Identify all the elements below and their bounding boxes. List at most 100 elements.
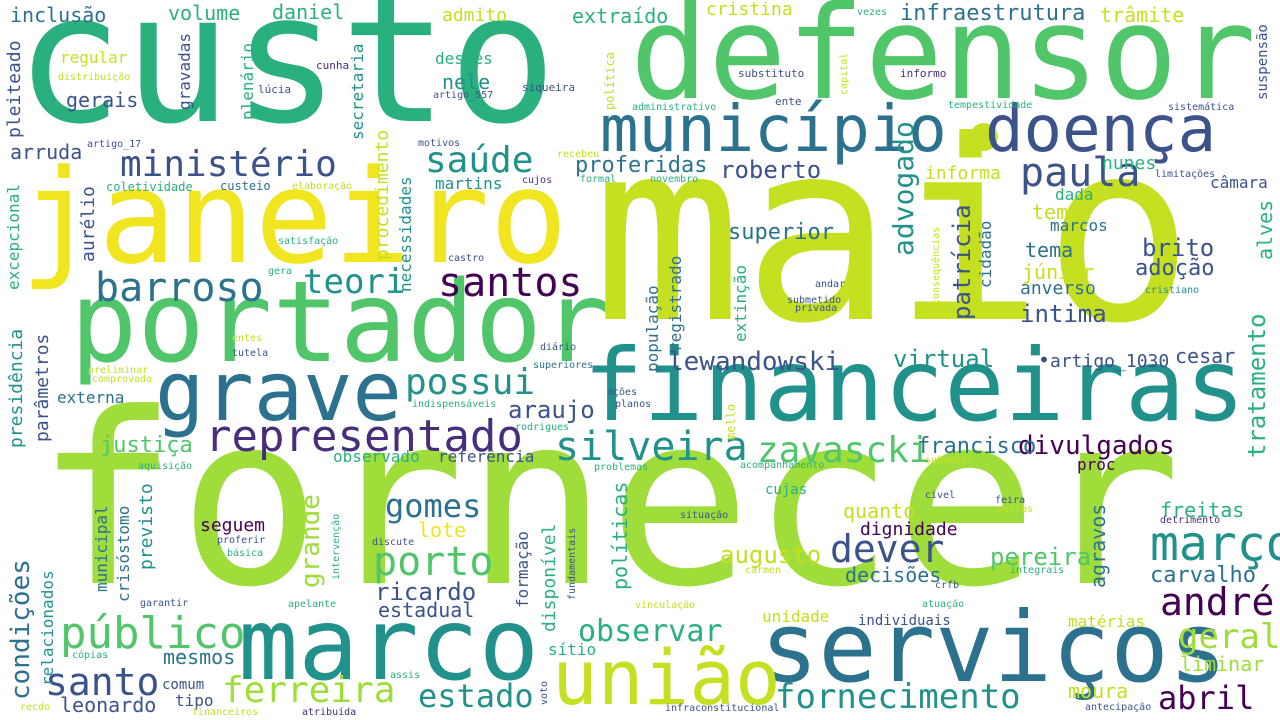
word-roberto: roberto	[720, 156, 822, 184]
word-acoes: ações	[607, 387, 638, 398]
word-cunha: cunha	[316, 59, 350, 72]
word-maio: maio	[592, 87, 1195, 378]
word-gerais: gerais	[66, 88, 139, 112]
word-dot-1: •	[955, 84, 1013, 196]
word-custeio: custeio	[220, 179, 271, 193]
word-aurelio: aurélio	[78, 186, 99, 262]
word-daniel: daniel	[272, 0, 345, 24]
word-andre: andré	[1160, 580, 1275, 624]
word-portador: portador	[70, 258, 610, 388]
word-ministerio: ministério	[120, 144, 337, 185]
word-servicos: serviços	[760, 591, 1228, 704]
word-infraconstitucional: infraconstitucional	[665, 703, 780, 714]
word-liminar: liminar	[1180, 652, 1265, 676]
word-infraestrutura: infraestrutura	[900, 1, 1086, 26]
word-tutela: tutela	[232, 348, 269, 359]
word-integrais: integrais	[1010, 565, 1065, 576]
word-pleiteado: pleiteado	[4, 40, 25, 138]
word-submeter: submeter	[925, 455, 974, 466]
word-populacao: população	[643, 285, 662, 372]
word-pereira: pereira	[990, 543, 1092, 571]
word-extincao: extinção	[731, 264, 750, 342]
word-brito: brito	[1142, 234, 1215, 262]
word-discute: discute	[372, 537, 415, 548]
word-recdo: recdo	[20, 702, 51, 713]
word-basica: básica	[227, 548, 264, 559]
word-adocao: adoção	[1135, 256, 1215, 281]
word-freitas: freitas	[1160, 498, 1245, 522]
word-garantir: garantir	[140, 598, 189, 609]
word-consequencias: consequências	[931, 226, 942, 305]
word-santos: santos	[438, 260, 583, 306]
word-intervencao: intervenção	[331, 513, 342, 580]
word-fornecer: fornecer	[35, 363, 1182, 640]
word-motivos: motivos	[418, 138, 461, 149]
word-tempestividade: tempestividade	[948, 100, 1033, 111]
word-vezes: vezes	[857, 7, 888, 18]
word-estado: estado	[418, 677, 534, 715]
word-inclusao: inclusão	[10, 3, 107, 27]
word-voto: voto	[539, 680, 550, 705]
word-apelante: apelante	[288, 599, 337, 610]
word-vinculacao: vinculação	[635, 600, 696, 611]
word-junior: júnior	[1022, 260, 1095, 284]
word-leonardo: leonardo	[60, 693, 157, 717]
word-divulgados: divulgados	[1018, 431, 1175, 461]
word-doenca: doença	[985, 93, 1217, 167]
word-substituto: substituto	[738, 67, 805, 80]
word-diario: diário	[540, 342, 577, 353]
word-representado: representado	[205, 411, 523, 462]
word-cesar: cesar	[1175, 344, 1236, 368]
word-condicoes: condições	[6, 559, 36, 700]
word-martins: martins	[435, 174, 503, 193]
word-zavascki: zavascki	[757, 430, 931, 471]
word-quanto: quanto	[843, 499, 916, 523]
word-observado: observado	[333, 447, 420, 466]
word-sitio: sítio	[548, 640, 597, 659]
word-justica: justiça	[100, 433, 193, 458]
word-gravadas: gravadas	[175, 32, 194, 110]
word-santo: santo	[45, 660, 160, 704]
word-geral: geral	[1178, 617, 1280, 657]
word-capital: capital	[839, 52, 850, 95]
word-cujas: cujas	[765, 482, 808, 498]
word-ferreira: ferreira	[222, 670, 396, 711]
word-tema: tema	[1025, 238, 1074, 262]
word-superiores: superiores	[533, 360, 594, 371]
word-grande: grande	[296, 494, 326, 588]
word-artigo-17: artigo_17	[87, 139, 142, 150]
word-relacionados: relacionados	[38, 570, 57, 686]
word-tramite: trâmite	[1100, 3, 1185, 27]
word-crfb: crfb	[935, 580, 960, 591]
word-marco-month: março	[1150, 516, 1280, 572]
word-carmen: carmen	[745, 565, 782, 576]
word-gomes: gomes	[385, 487, 482, 525]
word-silveira: silveira	[555, 424, 748, 470]
word-ricardo: ricardo	[375, 578, 477, 606]
word-decisoes: decisões	[845, 563, 942, 587]
word-siqueira: siqueira	[522, 81, 575, 94]
word-advogado: advogado	[887, 121, 920, 256]
word-municipio: município	[600, 93, 947, 167]
word-possui: possui	[405, 362, 536, 403]
word-detrimento: detrimento	[1160, 515, 1221, 526]
word-paula: paula	[1020, 150, 1141, 196]
word-aquisicao: aquisição	[138, 461, 193, 472]
word-atribuida: atribuída	[302, 707, 357, 718]
word-agravos: agravos	[1086, 503, 1110, 588]
word-informa: informa	[925, 163, 1001, 184]
word-politicas: políticas	[608, 481, 632, 590]
word-saude: saúde	[425, 140, 534, 181]
word-informo: informo	[900, 67, 947, 80]
word-andar: andar	[815, 279, 846, 290]
word-grave: grave	[155, 345, 402, 440]
word-registrado: registrado	[666, 255, 685, 352]
word-sistematica: sistemática	[1168, 102, 1235, 113]
word-temas: temas	[1032, 200, 1093, 224]
word-planos: planos	[615, 399, 652, 410]
word-abril: abril	[1158, 679, 1255, 717]
word-proc: proc	[1077, 455, 1116, 474]
word-artigo-557: artigo_557	[433, 90, 494, 101]
word-acompanhamento: acompanhamento	[740, 460, 825, 471]
